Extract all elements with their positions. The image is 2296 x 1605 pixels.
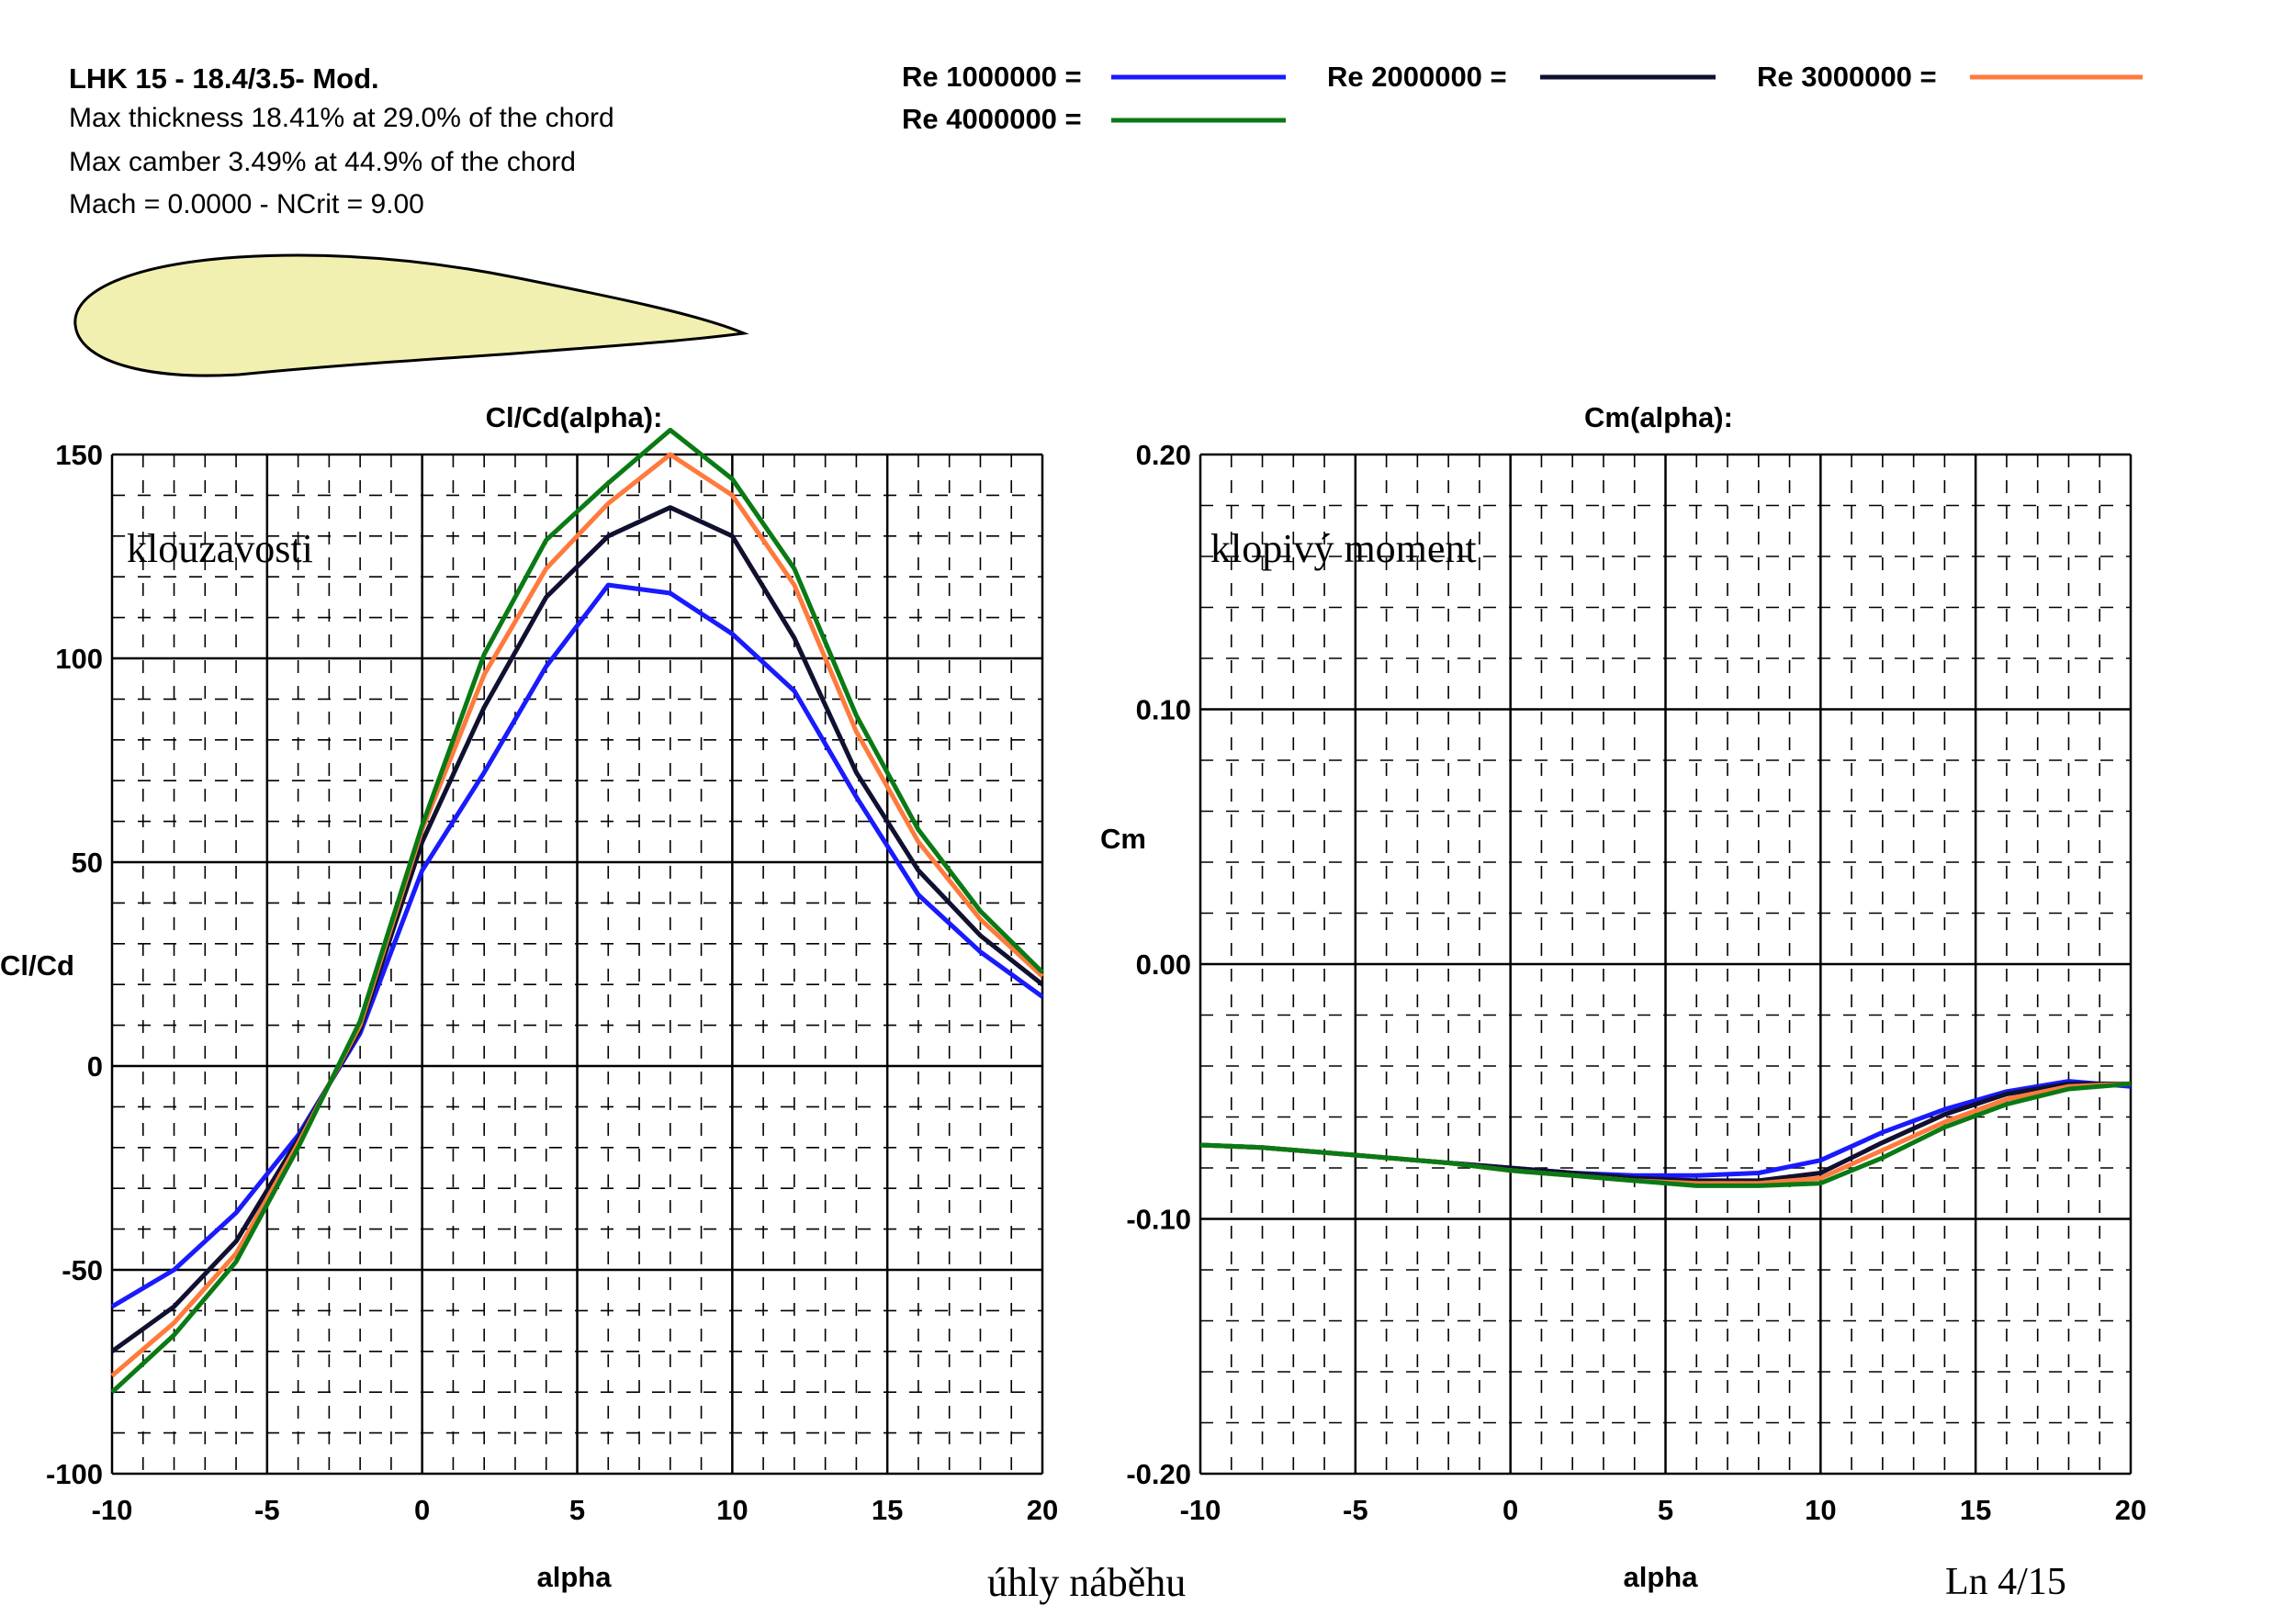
airfoil-title: LHK 15 - 18.4/3.5- Mod. bbox=[69, 62, 379, 95]
clcd-major-grid bbox=[110, 453, 1044, 1476]
cm-chart: Cm(alpha): alpha Cm klopivý moment -10 -5… bbox=[1100, 401, 2146, 1593]
clcd-y-tick-label: 100 bbox=[55, 643, 103, 675]
cm-x-tick-label: -5 bbox=[1343, 1494, 1368, 1526]
cm-y-tick-label: -0.20 bbox=[1126, 1458, 1191, 1490]
legend: Re 1000000 = Re 2000000 = Re 3000000 = R… bbox=[902, 61, 2143, 135]
clcd-series-line-re-3000000 bbox=[110, 452, 1044, 1378]
clcd-x-tick-label: -5 bbox=[254, 1494, 280, 1526]
cm-chart-title: Cm(alpha): bbox=[1584, 401, 1733, 433]
cm-x-tick-label: -10 bbox=[1180, 1494, 1221, 1526]
legend-label-re1000000: Re 1000000 = bbox=[902, 61, 1082, 93]
angle-of-attack-annotation: úhly náběhu bbox=[987, 1560, 1186, 1605]
cm-y-tick-label: 0.20 bbox=[1136, 439, 1191, 471]
cm-x-tick-label: 10 bbox=[1805, 1494, 1836, 1526]
cm-y-tick-label: -0.10 bbox=[1126, 1204, 1191, 1236]
clcd-series-line-re-1000000 bbox=[110, 582, 1044, 1309]
clcd-x-tick-label: 5 bbox=[569, 1494, 585, 1526]
cm-x-tick-label: 0 bbox=[1503, 1494, 1518, 1526]
clcd-x-tick-label: 20 bbox=[1027, 1494, 1058, 1526]
mach-ncrit-info: Mach = 0.0000 - NCrit = 9.00 bbox=[69, 189, 424, 219]
cm-x-tick-label: 5 bbox=[1658, 1494, 1673, 1526]
clcd-x-tick-label: -10 bbox=[92, 1494, 133, 1526]
airfoil-shape bbox=[73, 253, 749, 377]
clcd-x-tick-label: 15 bbox=[872, 1494, 903, 1526]
clcd-y-tick-label: -50 bbox=[62, 1254, 103, 1286]
clcd-y-tick-label: 0 bbox=[87, 1050, 103, 1083]
thickness-info: Max thickness 18.41% at 29.0% of the cho… bbox=[69, 103, 614, 133]
cm-y-axis-label: Cm bbox=[1100, 823, 1146, 855]
camber-info: Max camber 3.49% at 44.9% of the chord bbox=[69, 147, 576, 177]
cm-x-tick-label: 15 bbox=[1960, 1494, 1991, 1526]
clcd-x-tick-label: 10 bbox=[716, 1494, 748, 1526]
legend-label-re4000000: Re 4000000 = bbox=[902, 103, 1082, 135]
clcd-series-line-re-2000000 bbox=[110, 505, 1044, 1353]
cm-series-line-re-4000000 bbox=[1199, 1081, 2132, 1188]
clcd-chart: Cl/Cd(alpha): alpha Cl/Cd klouzavosti -1… bbox=[0, 401, 1058, 1593]
cm-annotation: klopivý moment bbox=[1210, 526, 1477, 571]
legend-label-re2000000: Re 2000000 = bbox=[1327, 61, 1507, 93]
cm-x-axis-label: alpha bbox=[1624, 1561, 1699, 1593]
clcd-x-axis-label: alpha bbox=[537, 1561, 613, 1593]
cm-y-tick-label: 0.10 bbox=[1136, 694, 1191, 726]
page-number: Ln 4/15 bbox=[1945, 1561, 2066, 1603]
clcd-series-line-re-4000000 bbox=[110, 427, 1044, 1395]
clcd-chart-title: Cl/Cd(alpha): bbox=[486, 401, 663, 433]
legend-label-re3000000: Re 3000000 = bbox=[1757, 61, 1937, 93]
clcd-y-tick-label: -100 bbox=[46, 1458, 103, 1490]
clcd-y-tick-label: 50 bbox=[72, 847, 103, 879]
clcd-x-tick-label: 0 bbox=[414, 1494, 430, 1526]
clcd-y-tick-label: 150 bbox=[55, 439, 103, 471]
cm-y-tick-label: 0.00 bbox=[1136, 948, 1191, 981]
clcd-annotation: klouzavosti bbox=[127, 526, 313, 571]
clcd-y-axis-label: Cl/Cd bbox=[0, 949, 74, 982]
cm-major-grid bbox=[1199, 453, 2133, 1476]
cm-x-tick-label: 20 bbox=[2115, 1494, 2146, 1526]
